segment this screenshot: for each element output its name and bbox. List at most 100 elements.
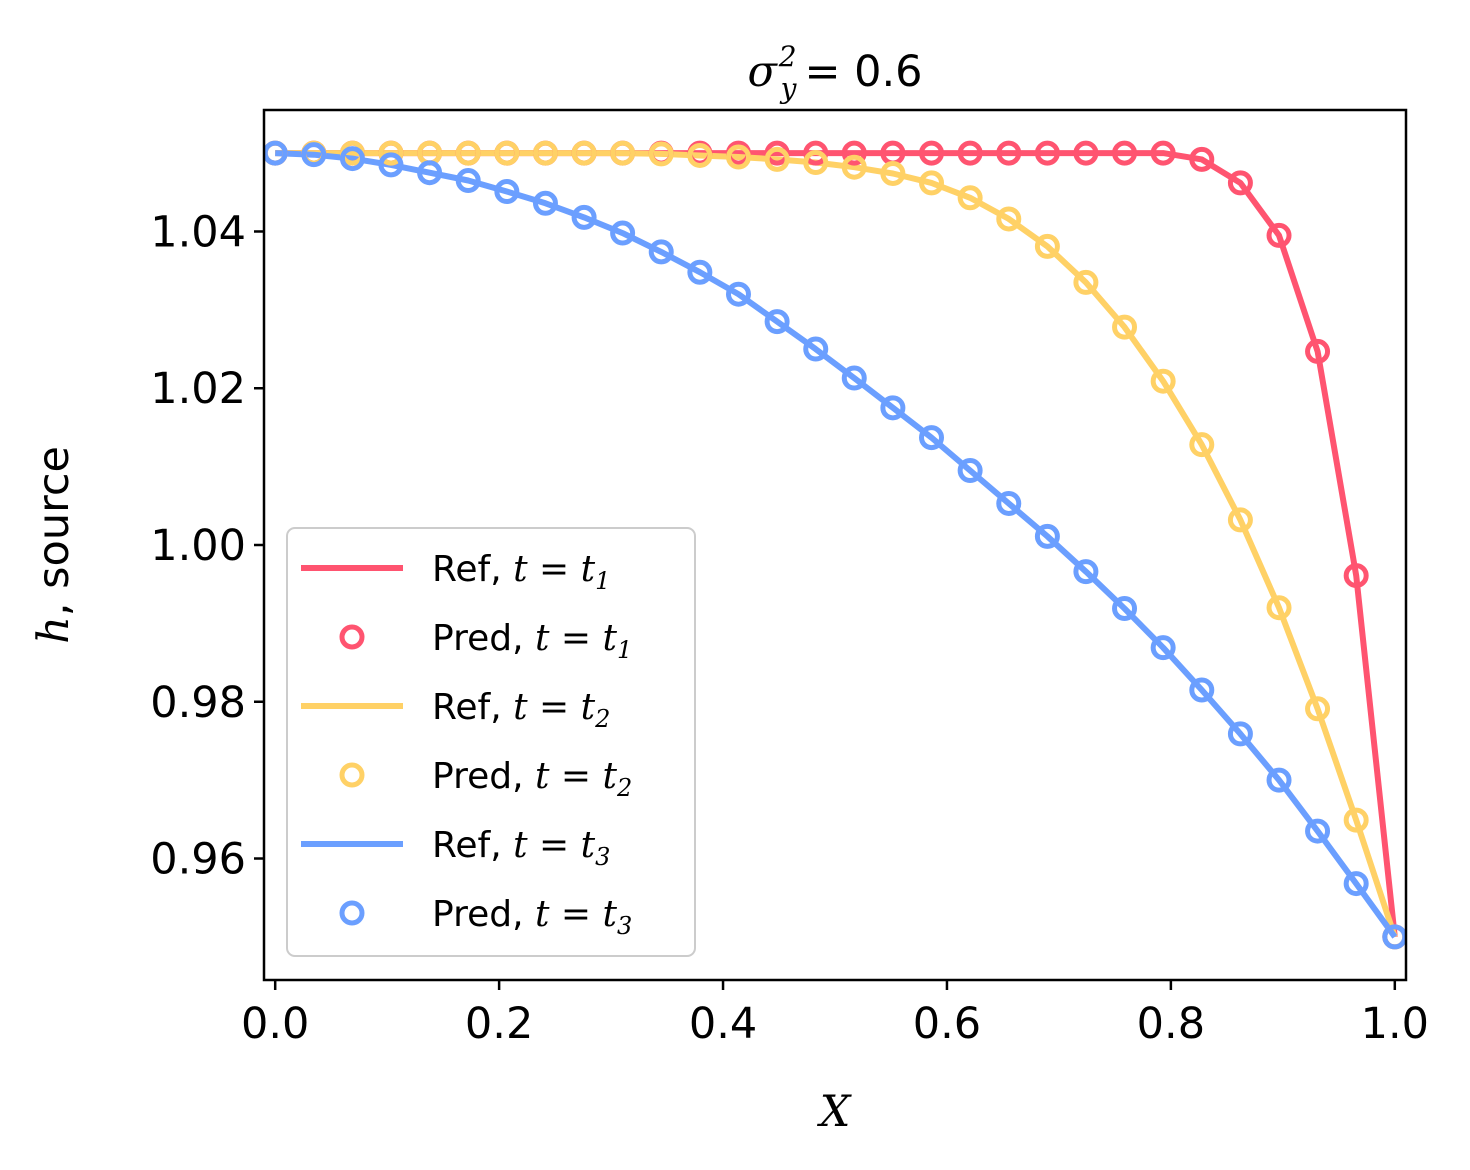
- data-point-t2: [532, 140, 558, 166]
- data-point-t3: [880, 395, 906, 421]
- data-point-t2: [841, 154, 867, 180]
- title-symbol: σ: [747, 47, 778, 97]
- data-point-t2: [494, 140, 520, 166]
- data-point-t1: [1034, 140, 1060, 166]
- data-point-t1: [841, 140, 867, 166]
- data-point-t2: [764, 146, 790, 172]
- x-tick-label: 0.4: [689, 999, 757, 1049]
- y-tick-label: 1.02: [150, 364, 246, 414]
- data-point-t3: [1112, 595, 1138, 621]
- data-point-t3: [841, 365, 867, 391]
- data-point-t3: [803, 336, 829, 362]
- data-point-t3: [957, 458, 983, 484]
- legend: Ref, t = t1 Pred, t = t1 Ref, t = t2 Pred, …: [286, 527, 696, 957]
- data-point-t2: [648, 141, 674, 167]
- data-point-t2: [1305, 696, 1331, 722]
- data-point-t2: [919, 170, 945, 196]
- data-point-t2: [996, 206, 1022, 232]
- data-point-t3: [532, 190, 558, 216]
- data-point-t1: [1112, 140, 1138, 166]
- data-point-t2: [1343, 807, 1369, 833]
- data-point-t3: [1227, 721, 1253, 747]
- ticks-layer: 0.0 0.2 0.4 0.6 0.8 1.0 0.96 0.98 1.00 1.02 1.04: [150, 207, 1429, 1049]
- data-point-t3: [1150, 635, 1176, 661]
- legend-label: Pred, t = t3: [432, 894, 632, 940]
- legend-marker-swatch: [339, 900, 365, 926]
- data-point-t2: [1112, 314, 1138, 340]
- title-sub: y: [779, 72, 798, 105]
- data-point-t3: [455, 168, 481, 194]
- data-point-t1: [1227, 170, 1253, 196]
- data-point-t3: [1189, 677, 1215, 703]
- data-point-t3: [919, 425, 945, 451]
- x-tick-label: 0.8: [1137, 999, 1205, 1049]
- data-point-t2: [1073, 269, 1099, 295]
- data-point-t1: [1343, 563, 1369, 589]
- data-point-t3: [610, 220, 636, 246]
- data-point-t3: [339, 146, 365, 172]
- y-axis-label-var: h: [29, 616, 79, 644]
- chart-title: σ2 y = 0.6: [747, 40, 922, 105]
- y-tick-label: 1.00: [150, 521, 246, 571]
- data-point-t1: [1189, 146, 1215, 172]
- data-point-t1: [957, 140, 983, 166]
- data-point-t3: [687, 259, 713, 285]
- data-point-t2: [687, 142, 713, 168]
- data-point-t3: [1305, 818, 1331, 844]
- x-tick-label: 0.2: [465, 999, 533, 1049]
- legend-marker-swatch: [339, 762, 365, 788]
- data-point-t2: [1189, 432, 1215, 458]
- data-point-t1: [996, 140, 1022, 166]
- data-point-t1: [1150, 140, 1176, 166]
- data-point-t1: [1073, 140, 1099, 166]
- data-point-t2: [880, 160, 906, 186]
- data-point-t2: [1150, 368, 1176, 394]
- data-point-t3: [571, 204, 597, 230]
- x-tick-label: 1.0: [1361, 999, 1429, 1049]
- y-tick-label: 0.96: [150, 835, 246, 885]
- y-axis-label-rest: , source: [29, 446, 79, 616]
- data-point-t2: [957, 185, 983, 211]
- data-point-t3: [1266, 767, 1292, 793]
- data-point-t3: [648, 239, 674, 265]
- data-point-t2: [803, 150, 829, 176]
- legend-label: Pred, t = t1: [432, 618, 632, 664]
- data-point-t3: [996, 490, 1022, 516]
- y-tick-label: 1.04: [150, 207, 246, 257]
- data-point-t3: [1034, 523, 1060, 549]
- data-point-t1: [1266, 222, 1292, 248]
- legend-marker-swatch: [339, 624, 365, 650]
- data-point-t1: [1305, 338, 1331, 364]
- y-tick-label: 0.98: [150, 678, 246, 728]
- x-tick-label: 0.6: [913, 999, 981, 1049]
- data-point-t3: [1073, 559, 1099, 585]
- data-point-t2: [1034, 233, 1060, 259]
- data-point-t3: [417, 160, 443, 186]
- data-point-t1: [919, 140, 945, 166]
- title-sup: 2: [778, 40, 797, 73]
- data-point-t2: [1266, 595, 1292, 621]
- legend-box: [286, 527, 696, 957]
- legend-label: Ref, t = t3: [432, 825, 610, 871]
- x-axis-label: X: [817, 1087, 853, 1137]
- data-point-t3: [378, 152, 404, 178]
- legend-label: Ref, t = t2: [432, 687, 610, 733]
- data-point-t2: [571, 140, 597, 166]
- data-point-t3: [301, 142, 327, 168]
- data-point-t2: [610, 140, 636, 166]
- data-point-t3: [764, 309, 790, 335]
- data-point-t2: [455, 140, 481, 166]
- data-point-t2: [378, 140, 404, 166]
- data-point-t2: [725, 144, 751, 170]
- x-tick-label: 0.0: [241, 999, 309, 1049]
- data-point-t3: [1343, 871, 1369, 897]
- series-line-t2: [275, 150, 1398, 938]
- series-layer: [264, 140, 1406, 950]
- title-value: = 0.6: [804, 47, 922, 97]
- data-point-t3: [494, 179, 520, 205]
- y-axis-label: h, source: [29, 446, 79, 644]
- data-point-t1: [803, 140, 829, 166]
- legend-label: Pred, t = t2: [432, 756, 632, 802]
- data-point-t3: [725, 281, 751, 307]
